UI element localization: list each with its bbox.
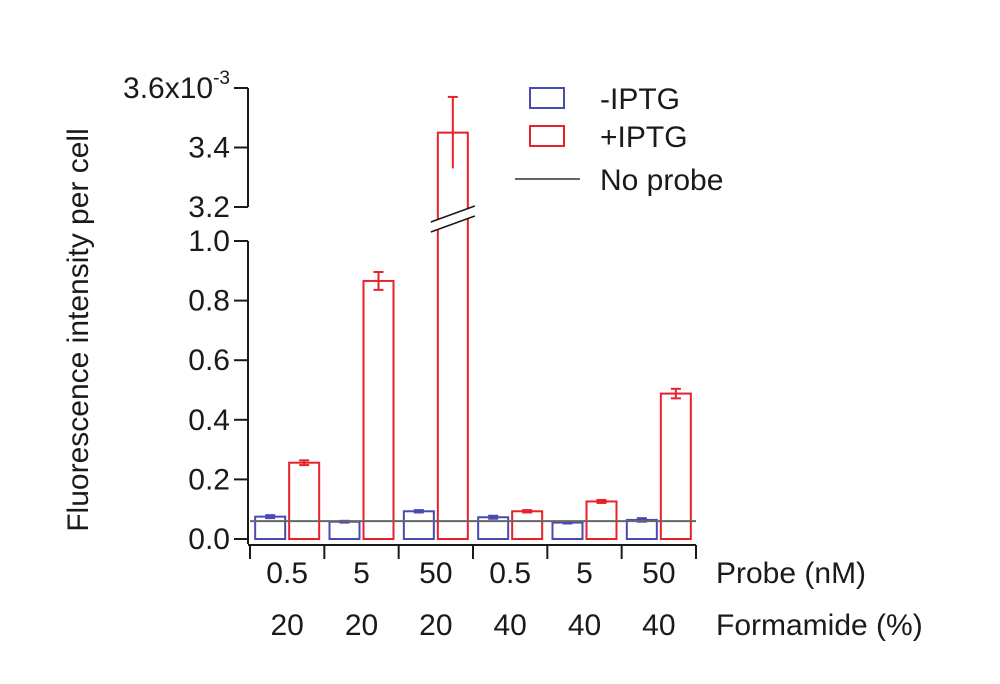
legend-swatch-plus-iptg [529, 125, 565, 147]
axis-break-mark [430, 215, 476, 233]
legend-label: No probe [600, 164, 723, 197]
y-tick-label-exponent: 3.6x10-3 [123, 68, 230, 105]
y-tick-label: 0.8 [188, 285, 230, 318]
bar-minus-iptg [328, 520, 361, 541]
legend-label: +IPTG [600, 121, 688, 154]
bar-plus-iptg [511, 510, 544, 541]
bar-plus-iptg [436, 131, 469, 540]
bar-minus-iptg [625, 518, 658, 540]
x-formamide-label: 20 [345, 609, 378, 642]
y-tick-label: 1.0 [188, 225, 230, 258]
x-row-title-formamide: Formamide (%) [716, 609, 923, 642]
y-tick-label: 0.0 [188, 523, 230, 556]
legend-label: -IPTG [600, 83, 680, 116]
axis-break-mark [430, 205, 476, 223]
axis-break-mask [429, 206, 477, 232]
x-formamide-label: 40 [642, 609, 675, 642]
legend: -IPTG +IPTG No probe [515, 83, 723, 197]
y-tick-label: 0.4 [188, 404, 230, 437]
y-exponent-prefix: 3.6x10 [123, 72, 213, 105]
bar-plus-iptg [288, 461, 321, 541]
x-row-title-probe: Probe (nM) [716, 557, 866, 590]
y-tick-label: 3.2 [188, 191, 230, 224]
y-axis-title: Fluorescence intensity per cell [62, 128, 95, 532]
y-tick-label: 0.2 [188, 463, 230, 496]
x-probe-label: 5 [353, 557, 370, 590]
x-formamide-label: 40 [493, 609, 526, 642]
bars-group [254, 95, 692, 541]
bar-minus-iptg [402, 510, 435, 541]
x-probe-label: 0.5 [489, 557, 531, 590]
legend-swatch-minus-iptg [529, 87, 565, 109]
y-tick-label: 0.6 [188, 344, 230, 377]
bar-plus-iptg [659, 392, 692, 540]
x-formamide-label: 20 [270, 609, 303, 642]
axes-group: 0.0 0.2 0.4 0.6 0.8 1.03.2 3.4 3.6x10-3 0.5 20 5 20… [123, 68, 923, 642]
x-formamide-label: 20 [419, 609, 452, 642]
y-tick-label: 3.4 [188, 132, 230, 165]
y-exponent: -3 [213, 68, 230, 89]
x-formamide-label: 40 [568, 609, 601, 642]
bar-minus-iptg [254, 515, 287, 541]
x-probe-label: 0.5 [266, 557, 308, 590]
x-probe-label: 50 [642, 557, 675, 590]
bar-minus-iptg [551, 521, 584, 540]
x-probe-label: 5 [576, 557, 593, 590]
x-probe-label: 50 [419, 557, 452, 590]
bar-plus-iptg [362, 279, 395, 540]
